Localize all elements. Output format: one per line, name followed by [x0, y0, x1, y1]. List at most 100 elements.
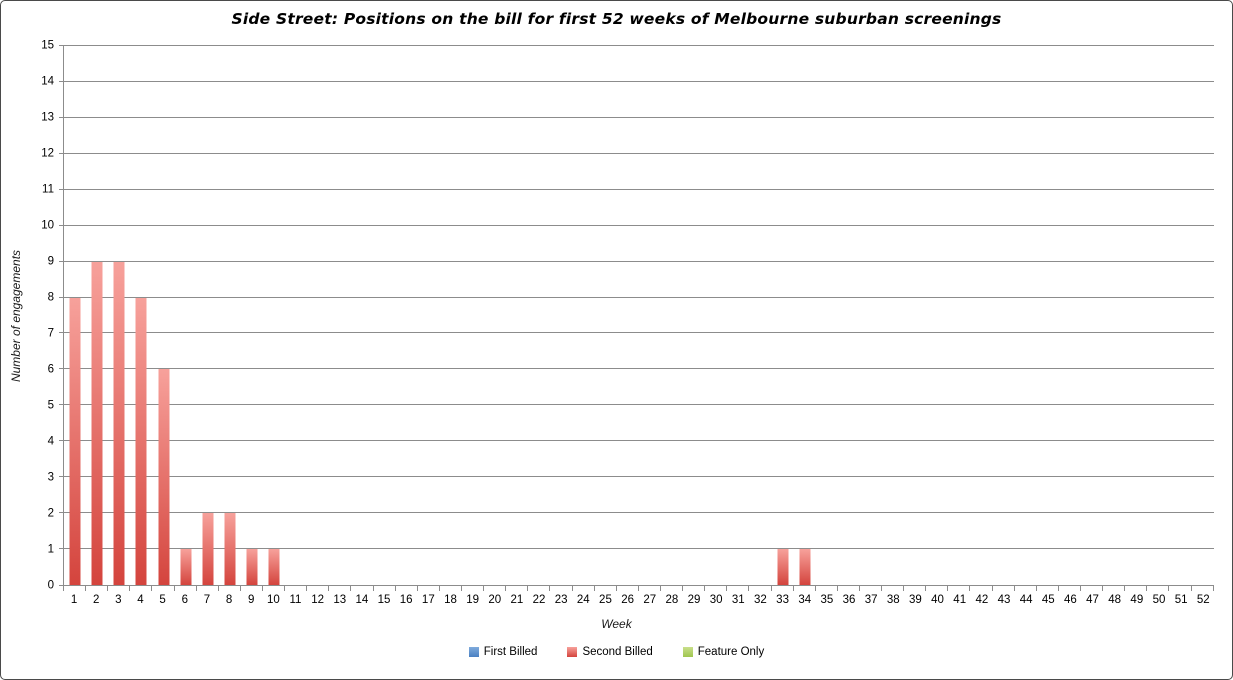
bar-week-9 [246, 549, 258, 585]
x-tick [462, 586, 485, 591]
x-tick-label: 28 [665, 594, 679, 606]
x-axis-tick-labels: 1 2 3 4 5 6 7 8 9 10 11 12 13 14 15 16 17 18 19 20 21 22 23 24 2… [63, 591, 1214, 611]
x-tick-label: 8 [225, 594, 233, 606]
x-tick [860, 586, 883, 591]
y-tick-label: 7 [47, 327, 54, 340]
gridline [59, 548, 1214, 550]
gridline [59, 152, 1214, 154]
y-tick-label: 15 [41, 39, 54, 52]
y-axis-title-column: Number of engagements [1, 46, 31, 586]
y-tick-label: 3 [47, 471, 54, 484]
y-axis-tick-labels: 0 1 2 3 4 5 6 7 8 9 10 11 12 13 14 15 [31, 40, 63, 591]
x-tick [904, 586, 927, 591]
gridline [59, 404, 1214, 406]
x-tick [1103, 586, 1126, 591]
x-axis-ticks [63, 586, 1214, 591]
y-tick-label: 5 [47, 399, 54, 412]
x-tick-label: 50 [1152, 594, 1166, 606]
x-axis-title-row: Week [1, 611, 1232, 637]
x-tick [705, 586, 728, 591]
x-tick [1192, 586, 1214, 591]
legend-label-first-billed: First Billed [483, 646, 538, 658]
x-tick-label: 10 [266, 594, 280, 606]
gridline [59, 45, 1214, 46]
x-tick [1015, 586, 1037, 591]
x-tick [1037, 586, 1059, 591]
x-tick-label: 26 [621, 594, 634, 606]
x-tick-label: 20 [488, 594, 502, 606]
gridline [59, 368, 1214, 370]
x-tick-label: 35 [820, 594, 834, 606]
y-tick-label: 9 [47, 255, 54, 268]
x-tick [1169, 586, 1192, 591]
x-tick-label: 3 [115, 594, 122, 606]
x-tick [661, 586, 684, 591]
bar-week-4 [135, 297, 147, 585]
x-tick-label: 12 [311, 594, 325, 606]
chart-title: Side Street: Positions on the bill for f… [231, 10, 1002, 28]
x-tick-label: 24 [576, 594, 590, 606]
legend-swatch-feature-only-icon [682, 647, 693, 657]
x-tick-label: 27 [643, 594, 657, 606]
x-tick [86, 586, 109, 591]
x-tick [727, 586, 750, 591]
x-tick-label: 11 [289, 594, 302, 606]
x-tick [993, 586, 1015, 591]
x-tick-label: 43 [997, 594, 1011, 606]
x-axis-title: Week [601, 617, 632, 631]
x-tick-label: 39 [909, 594, 922, 606]
x-tick-label: 48 [1108, 594, 1122, 606]
chart-main: Number of engagements 0 1 2 3 4 5 6 7 8 9 10 11 12 13… [1, 40, 1214, 591]
x-tick-label: 5 [159, 594, 166, 606]
x-tick-label: 30 [709, 594, 723, 606]
gridline [59, 512, 1214, 514]
x-tick-label: 47 [1086, 594, 1099, 606]
x-tick-label: 13 [333, 594, 347, 606]
x-tick-label: 1 [70, 594, 78, 606]
x-tick-label: 19 [466, 594, 479, 606]
gridline [59, 476, 1214, 478]
x-tick [329, 586, 352, 591]
x-tick-label: 23 [554, 594, 568, 606]
x-tick [1059, 586, 1082, 591]
x-tick [948, 586, 971, 591]
x-tick [772, 586, 794, 591]
legend-label-feature-only: Feature Only [697, 646, 765, 658]
x-tick [749, 586, 772, 591]
x-tick-label: 22 [532, 594, 546, 606]
x-tick [484, 586, 507, 591]
y-axis-title: Number of engagements [9, 249, 23, 383]
x-tick-label: 41 [953, 594, 967, 606]
x-tick [1125, 586, 1148, 591]
x-tick [573, 586, 595, 591]
x-tick [506, 586, 529, 591]
x-tick-label: 52 [1196, 594, 1210, 606]
x-tick [683, 586, 706, 591]
gridline [59, 116, 1214, 118]
gridline [59, 188, 1214, 190]
legend-item-second-billed: Second Billed [567, 646, 653, 658]
legend-swatch-first-billed-icon [468, 647, 479, 657]
y-axis-zero-tick [59, 585, 64, 586]
x-tick-label: 21 [510, 594, 524, 606]
x-tick [882, 586, 905, 591]
x-tick-label: 42 [975, 594, 989, 606]
x-tick [307, 586, 330, 591]
x-tick-label: 51 [1174, 594, 1188, 606]
gridline [59, 224, 1214, 226]
bar-week-10 [268, 549, 280, 585]
y-tick-label: 13 [41, 111, 54, 124]
bar-week-3 [113, 261, 125, 585]
chart-legend: First Billed Second Billed Feature Only [1, 637, 1232, 667]
x-tick-label: 25 [599, 594, 612, 606]
plot-area [59, 45, 1214, 586]
x-tick [197, 586, 219, 591]
bar-week-5 [158, 369, 170, 585]
legend-item-first-billed: First Billed [468, 646, 538, 658]
x-tick [617, 586, 639, 591]
x-tick-label: 29 [687, 594, 701, 606]
y-tick-label: 8 [47, 291, 54, 304]
y-tick-label: 14 [41, 75, 54, 88]
bar-week-33 [777, 549, 789, 585]
